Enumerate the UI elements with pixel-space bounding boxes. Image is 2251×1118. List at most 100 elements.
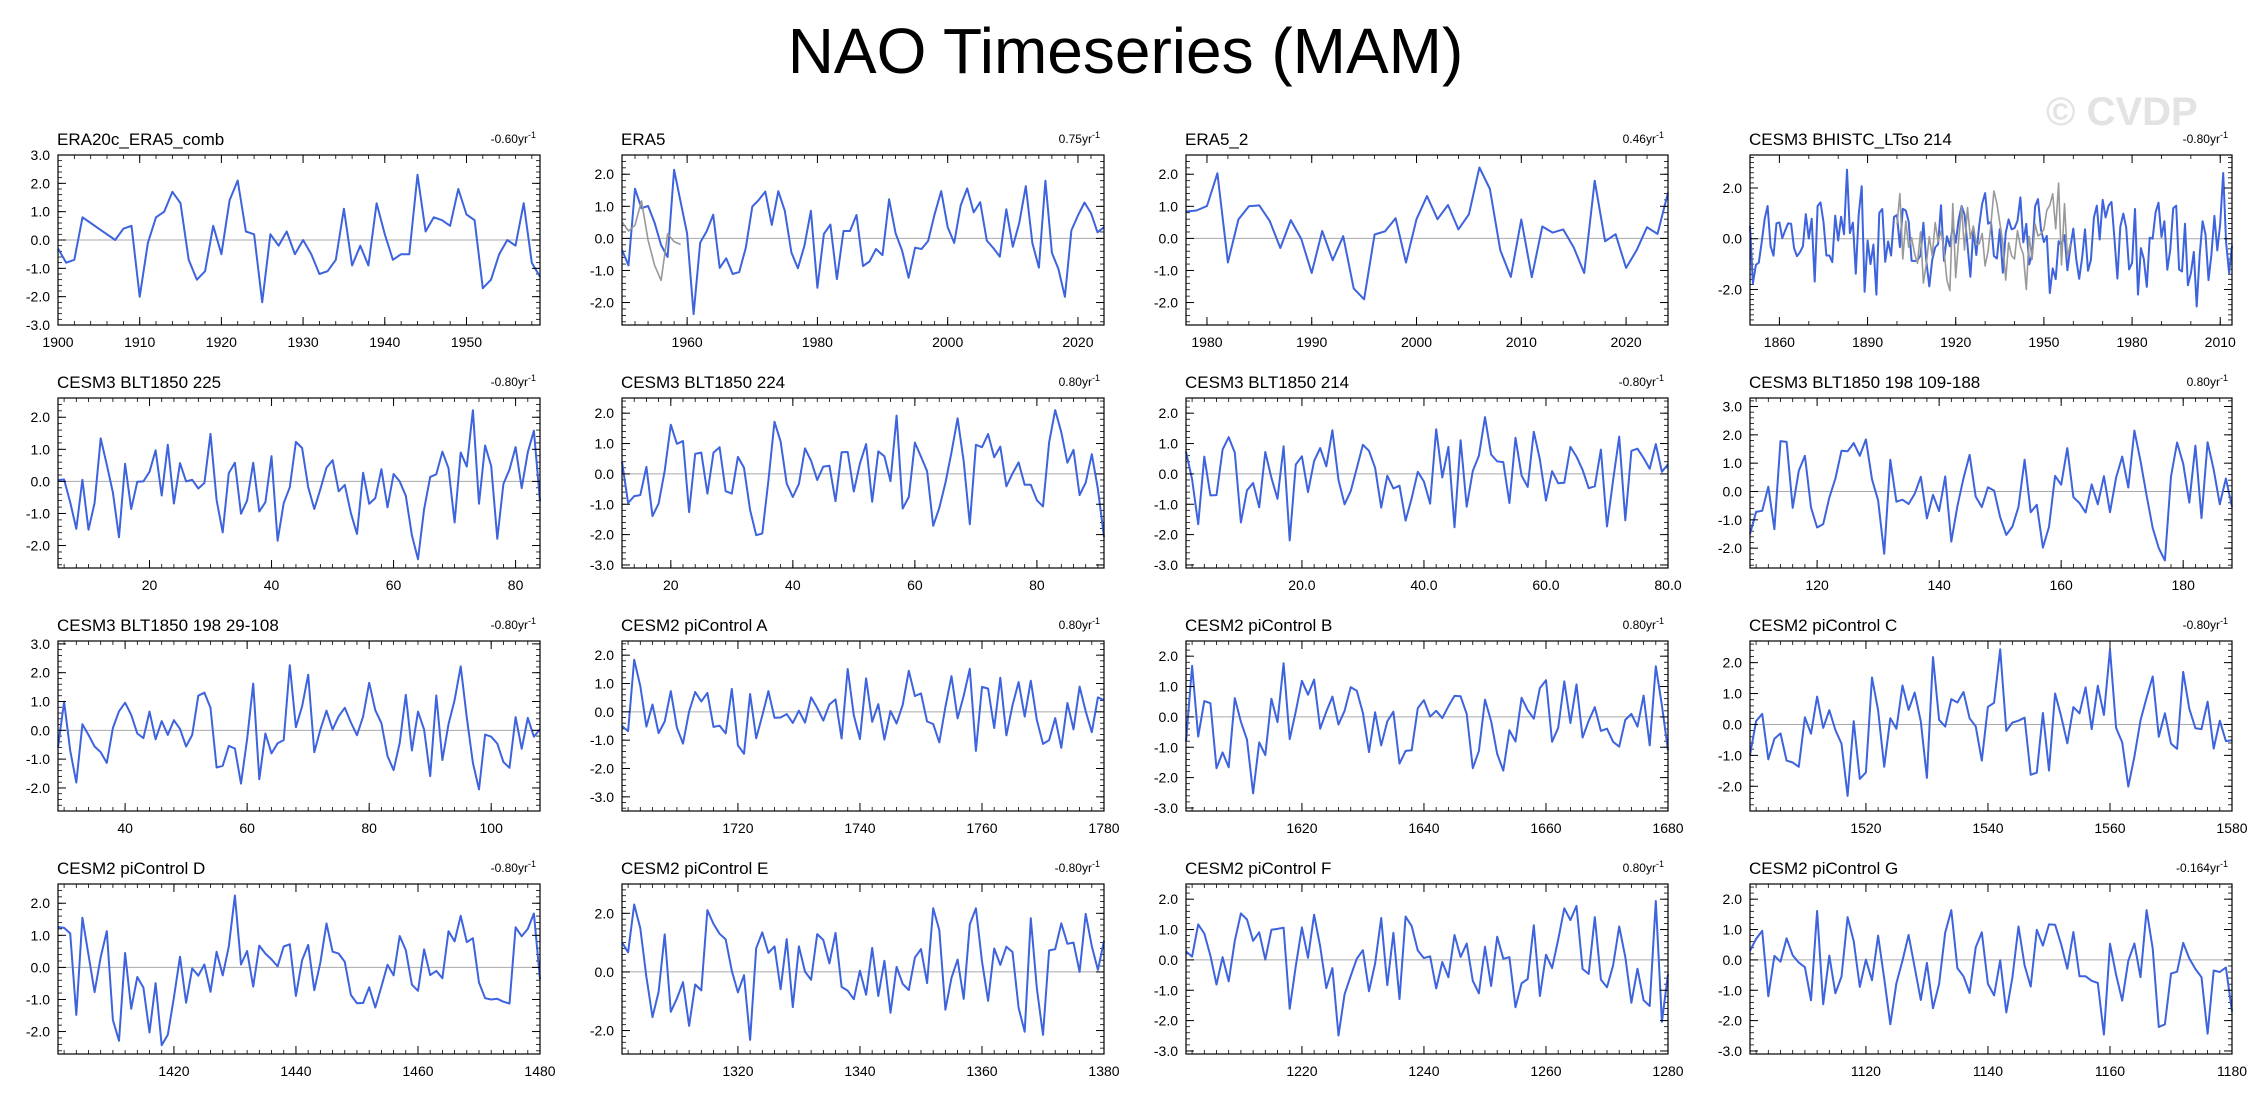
y-tick-label: -3.0 (590, 557, 614, 573)
page-title: NAO Timeseries (MAM) (787, 15, 1464, 87)
x-tick-label: 100 (480, 820, 504, 836)
x-tick-label: 1890 (1852, 334, 1883, 350)
y-tick-label: 0.0 (595, 230, 615, 246)
series-line (1749, 168, 2233, 308)
trend-label: 0.80yr-1 (1059, 616, 1100, 632)
panel-title: ERA5_2 (1185, 130, 1248, 149)
y-tick-label: 1.0 (31, 204, 51, 220)
x-tick-label: 1980 (802, 334, 833, 350)
panel-title: CESM2 piControl B (1185, 616, 1332, 635)
y-tick-label: -1.0 (26, 260, 50, 276)
nao-panel: CESM3 BLT1850 198 109-188 0.80yr-1 -2.0 -1.… (1718, 373, 2233, 593)
x-tick-label: 1950 (2028, 334, 2059, 350)
y-tick-label: 3.0 (1723, 399, 1743, 415)
y-tick-label: 2.0 (31, 895, 51, 911)
y-tick-label: 1.0 (1159, 198, 1179, 214)
trend-label: -0.80yr-1 (491, 616, 536, 632)
x-tick-label: 1920 (1940, 334, 1971, 350)
series-line (621, 903, 1105, 1041)
x-tick-label: 2020 (1611, 334, 1642, 350)
x-tick-label: 80 (508, 577, 524, 593)
x-tick-label: 1780 (1088, 820, 1119, 836)
cvdp-watermark: © CVDP (2046, 90, 2198, 134)
panel-title: ERA20c_ERA5_comb (57, 130, 224, 149)
y-tick-label: -1.0 (1718, 747, 1742, 763)
nao-panel: CESM2 piControl E -0.80yr-1 -2.0 0.0 2.0 1320… (590, 859, 1120, 1079)
x-tick-label: 1560 (2094, 820, 2125, 836)
series-line (57, 409, 541, 561)
y-tick-label: -2.0 (590, 527, 614, 543)
plot-frame (1185, 154, 1669, 326)
plot-frame (621, 883, 1105, 1055)
y-tick-label: -1.0 (1154, 982, 1178, 998)
y-tick-label: -1.0 (1154, 496, 1178, 512)
x-tick-label: 40.0 (1410, 577, 1437, 593)
trend-label: -0.80yr-1 (2183, 130, 2228, 146)
plot-frame (621, 154, 1105, 326)
x-tick-label: 1930 (288, 334, 319, 350)
panel-title: CESM2 piControl E (621, 859, 768, 878)
x-tick-label: 1220 (1286, 1063, 1317, 1079)
x-tick-label: 20 (142, 577, 158, 593)
x-tick-label: 2020 (1062, 334, 1093, 350)
series-line (57, 173, 541, 304)
series-line (1749, 648, 2233, 797)
x-tick-label: 1640 (1408, 820, 1439, 836)
x-tick-label: 80 (361, 820, 377, 836)
x-tick-label: 40 (785, 577, 801, 593)
nao-panel: ERA5_2 0.46yr-1 -2.0 -1.0 0.0 1.0 2.0 1980 1990 2… (1154, 130, 1669, 350)
x-tick-label: 1320 (722, 1063, 753, 1079)
y-tick-label: 0.0 (1159, 466, 1179, 482)
y-tick-label: 0.0 (1723, 952, 1743, 968)
y-tick-label: 0.0 (31, 232, 51, 248)
y-tick-label: -1.0 (26, 505, 50, 521)
panel-title: CESM2 piControl F (1185, 859, 1331, 878)
panel-title: CESM3 BLT1850 198 29-108 (57, 616, 279, 635)
y-tick-label: 0.0 (1159, 952, 1179, 968)
y-tick-label: -1.0 (26, 991, 50, 1007)
y-tick-label: 2.0 (31, 665, 51, 681)
y-tick-label: 3.0 (31, 636, 51, 652)
panel-title: CESM2 piControl A (621, 616, 768, 635)
y-tick-label: 1.0 (31, 694, 51, 710)
x-tick-label: 1440 (280, 1063, 311, 1079)
y-tick-label: 0.0 (31, 722, 51, 738)
y-tick-label: 0.0 (595, 466, 615, 482)
y-tick-label: -1.0 (26, 751, 50, 767)
trend-label: -0.164yr-1 (2176, 859, 2228, 875)
nao-panel: CESM3 BLT1850 225 -0.80yr-1 -2.0 -1.0 0.0 1.0… (26, 373, 541, 593)
x-tick-label: 60 (239, 820, 255, 836)
y-tick-label: 0.0 (31, 473, 51, 489)
y-tick-label: -3.0 (590, 789, 614, 805)
y-tick-label: 2.0 (595, 905, 615, 921)
plot-frame (621, 640, 1105, 812)
x-tick-label: 180 (2172, 577, 2196, 593)
trend-label: -0.80yr-1 (2183, 616, 2228, 632)
series-line (621, 409, 1105, 538)
y-tick-label: 2.0 (1159, 405, 1179, 421)
trend-label: 0.80yr-1 (1623, 859, 1664, 875)
nao-panel: CESM3 BLT1850 224 0.80yr-1 -3.0 -2.0 -1.0 0.0… (590, 373, 1105, 593)
panel-title: ERA5 (621, 130, 665, 149)
plot-frame (57, 397, 541, 569)
x-tick-label: 1340 (844, 1063, 875, 1079)
x-tick-label: 1620 (1286, 820, 1317, 836)
x-tick-label: 1160 (2095, 1063, 2125, 1079)
panel-title: CESM3 BHISTC_LTso 214 (1749, 130, 1952, 149)
y-tick-label: 2.0 (1159, 166, 1179, 182)
y-tick-label: -1.0 (590, 262, 614, 278)
x-tick-label: 40 (117, 820, 133, 836)
y-tick-label: -3.0 (1154, 1043, 1178, 1059)
y-tick-label: 1.0 (1159, 922, 1179, 938)
trend-label: -0.80yr-1 (1619, 373, 1664, 389)
plot-frame (1185, 883, 1669, 1055)
series-line (1185, 662, 1669, 795)
x-tick-label: 1940 (369, 334, 400, 350)
x-tick-label: 1420 (158, 1063, 189, 1079)
y-tick-label: -2.0 (590, 295, 614, 311)
x-tick-label: 60 (907, 577, 923, 593)
y-tick-label: -1.0 (1718, 512, 1742, 528)
y-tick-label: 0.0 (1723, 716, 1743, 732)
x-tick-label: 1580 (2216, 820, 2247, 836)
